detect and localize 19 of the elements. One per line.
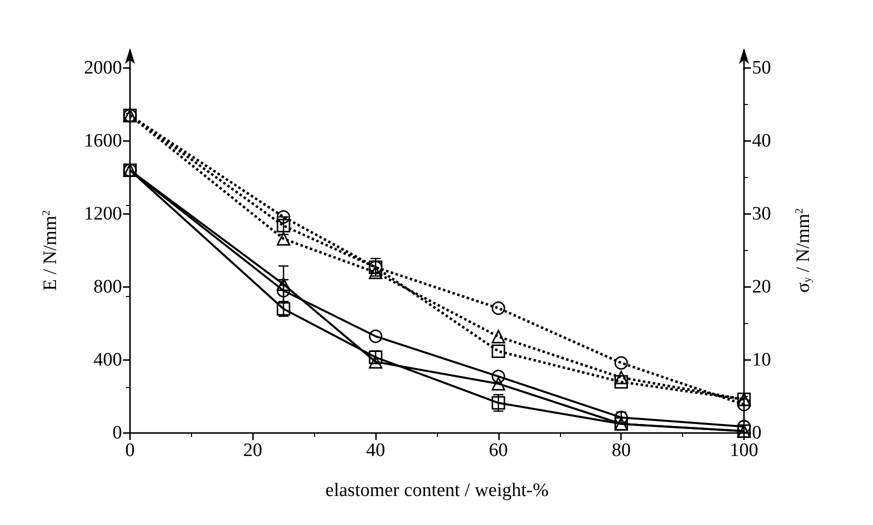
- x-tick-label: 80: [612, 440, 631, 461]
- y-axis-title: E / N/mm2: [40, 210, 61, 291]
- x-tick-label: 60: [488, 440, 508, 461]
- x-tick-label: 0: [125, 440, 135, 461]
- y2-tick-label: 50: [752, 58, 771, 78]
- y2-tick-label: 20: [752, 276, 771, 298]
- y-tick-label: 1600: [84, 130, 122, 152]
- y-tick-label: 0: [112, 422, 122, 444]
- y2-tick-label: 40: [752, 130, 771, 152]
- y-tick-label: 2000: [84, 58, 122, 78]
- y2-tick-label: 30: [752, 204, 771, 224]
- x-tick-label: 20: [243, 440, 262, 461]
- y-tick-label: 400: [94, 350, 122, 370]
- y2-axis-title: σy / N/mm2: [793, 208, 814, 293]
- x-tick-label: 40: [366, 440, 386, 461]
- y2-tick-label: 10: [752, 350, 771, 370]
- x-axis-title: elastomer content / weight-%: [325, 480, 549, 501]
- y-tick-label: 800: [94, 276, 122, 298]
- y-tick-label: 1200: [84, 204, 122, 224]
